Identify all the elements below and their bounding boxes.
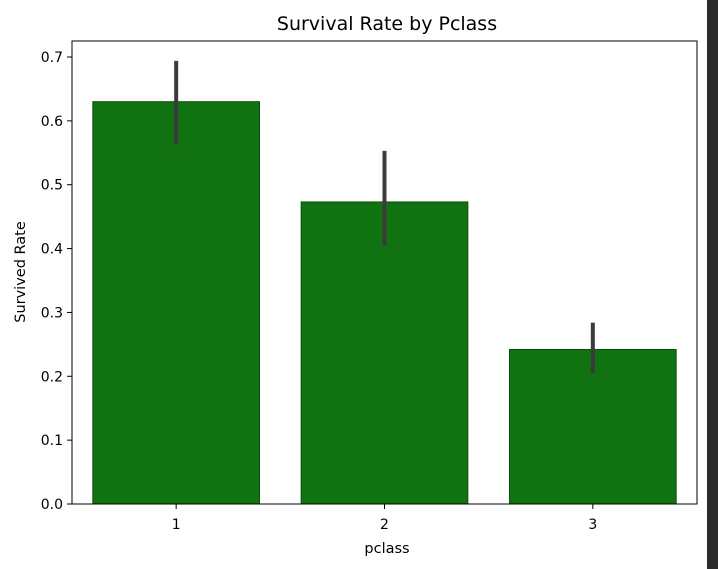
bar-1	[92, 101, 261, 505]
error-bars-layer	[174, 60, 595, 374]
bar-2	[300, 201, 469, 505]
window-edge	[704, 0, 718, 569]
x-axis-label: pclass	[364, 541, 409, 557]
y-axis-label: Survived Rate	[13, 221, 29, 323]
y-tick-label-0.5: 0.5	[41, 178, 63, 194]
y-tick-label-0.0: 0.0	[41, 497, 63, 513]
y-tick-label-0.1: 0.1	[41, 433, 63, 449]
y-axis: 0.0 0.1 0.2 0.3 0.4 0.5 0.6 0.7	[41, 50, 72, 513]
y-tick-label-0.7: 0.7	[41, 50, 63, 66]
chart-title: Survival Rate by Pclass	[277, 13, 497, 35]
x-axis: 1 2 3	[172, 504, 597, 533]
y-tick-label-0.3: 0.3	[41, 305, 63, 321]
x-tick-label-3: 3	[588, 517, 597, 533]
x-tick-label-2: 2	[380, 517, 389, 533]
y-tick-label-0.2: 0.2	[41, 369, 63, 385]
x-tick-label-1: 1	[172, 517, 181, 533]
y-tick-label-0.6: 0.6	[41, 114, 63, 130]
y-tick-label-0.4: 0.4	[41, 242, 63, 258]
window-edge-highlight	[704, 0, 707, 569]
